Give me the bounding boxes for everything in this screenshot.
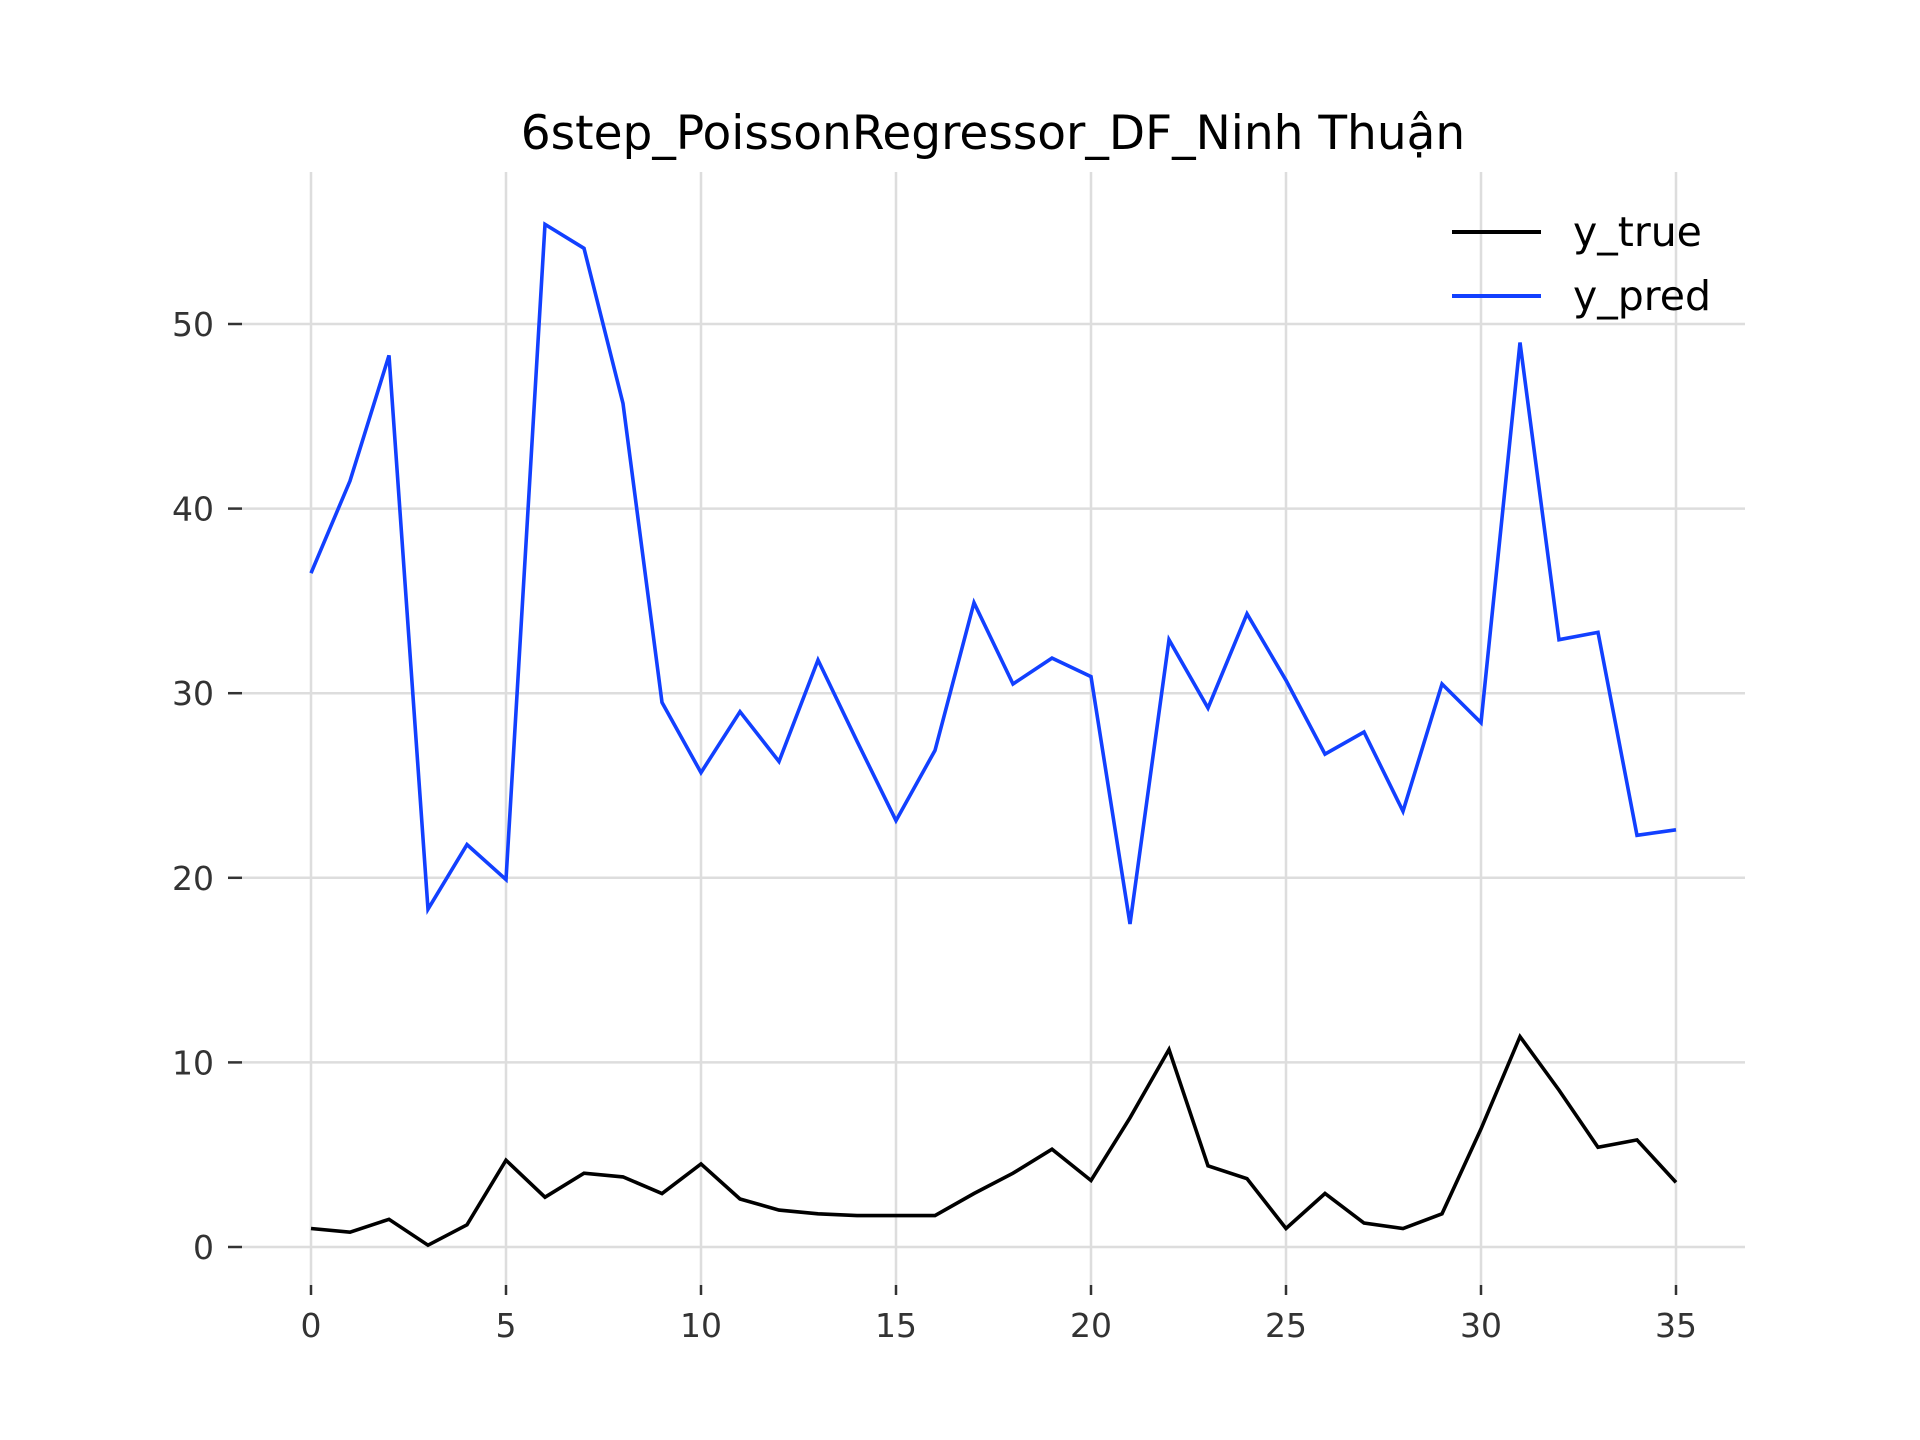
y-tick-label: 40: [172, 490, 214, 529]
legend-label-y_pred: y_pred: [1573, 272, 1711, 320]
x-tick-label: 35: [1655, 1306, 1697, 1345]
legend-label-y_true: y_true: [1573, 208, 1702, 256]
x-tick-label: 20: [1070, 1306, 1112, 1345]
x-tick-label: 5: [496, 1306, 517, 1345]
x-tick-label: 30: [1460, 1306, 1502, 1345]
x-tick-label: 25: [1265, 1306, 1307, 1345]
series-line-y_true: [310, 1032, 1678, 1248]
y-tick-label: 50: [172, 305, 214, 344]
grid: [242, 172, 1745, 1285]
chart-title: 6step_PoissonRegressor_DF_Ninh Thuận: [521, 106, 1465, 161]
y-tick-label: 0: [193, 1228, 214, 1267]
x-tick-label: 15: [875, 1306, 917, 1345]
y-tick-label: 10: [172, 1043, 214, 1082]
x-tick-label: 0: [301, 1306, 322, 1345]
x-tick-label: 10: [680, 1306, 722, 1345]
y-tick-label: 20: [172, 859, 214, 898]
series-lines: [309, 221, 1678, 1248]
series-line-y_pred: [309, 221, 1677, 925]
y-tick-label: 30: [172, 674, 214, 713]
legend: y_true y_pred: [1452, 208, 1711, 320]
axis-ticks: 0 5 10 15 20 25 30 35 0 10 20 30 40 50: [172, 305, 1697, 1345]
